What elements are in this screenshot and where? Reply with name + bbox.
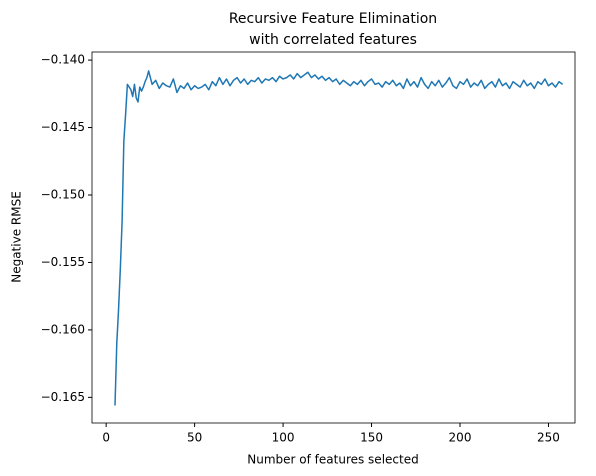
y-tick-label: −0.145 [41,120,85,134]
chart-subtitle: with correlated features [249,32,417,48]
x-tick-label: 50 [187,431,202,445]
chart-title: Recursive Feature Elimination [229,11,437,27]
y-tick-label: −0.155 [41,255,85,269]
data-line [114,70,564,406]
x-tick-label: 100 [272,431,295,445]
x-tick-label: 250 [537,431,560,445]
y-tick-label: −0.140 [41,53,85,67]
x-tick-label: 150 [360,431,383,445]
y-tick-label: −0.160 [41,322,85,336]
y-tick-label: −0.150 [41,188,85,202]
x-axis-label: Number of features selected [247,453,418,467]
x-tick-label: 200 [449,431,472,445]
y-axis-label: Negative RMSE [10,191,24,283]
y-tick-label: −0.165 [41,390,85,404]
plot-frame [91,51,576,424]
x-tick-label: 0 [102,431,110,445]
